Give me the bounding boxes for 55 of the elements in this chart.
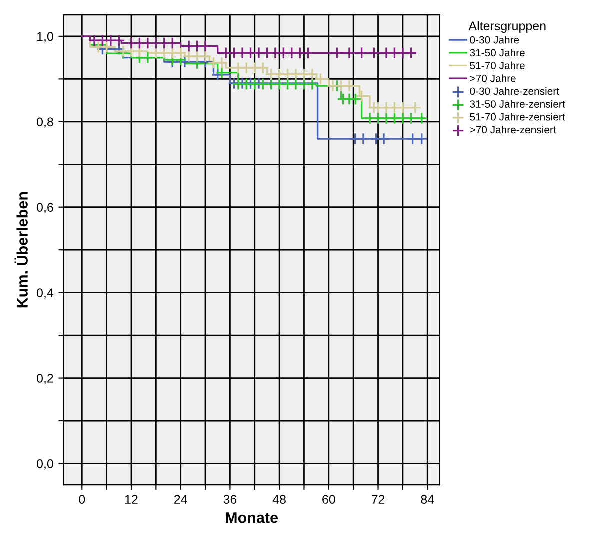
point — [100, 40, 114, 54]
point — [142, 52, 154, 64]
y-tick-label: 0,6 — [37, 203, 54, 214]
point — [314, 72, 327, 86]
point — [368, 46, 380, 60]
point — [356, 90, 368, 102]
legend-label: 51-70 Jahre-zensiert — [470, 113, 566, 121]
x-tick-label: 72 — [372, 495, 385, 504]
point — [343, 46, 356, 60]
point — [396, 102, 410, 114]
x-axis-title: Monate — [226, 512, 278, 524]
point — [216, 66, 228, 79]
point — [416, 112, 428, 125]
point — [416, 132, 428, 146]
y-tick-label: 0,8 — [37, 118, 54, 128]
y-tick-label: 0,4 — [37, 288, 54, 299]
point — [404, 112, 418, 125]
legend-label: >70 Jahre-zensiert — [470, 126, 556, 134]
y-axis-title: Kum. Überleben — [14, 192, 28, 308]
point — [330, 46, 344, 60]
point — [406, 132, 420, 146]
point — [178, 56, 192, 68]
x-tick-label: 60 — [322, 495, 336, 504]
point — [357, 132, 370, 146]
point — [302, 46, 315, 60]
x-tick-label: 84 — [421, 495, 434, 504]
point — [256, 62, 270, 74]
x-tick-label: 24 — [174, 495, 188, 504]
y-tick-label: 1,0 — [37, 32, 54, 43]
point — [349, 93, 362, 106]
point — [199, 40, 212, 52]
point — [199, 50, 212, 63]
point — [216, 56, 228, 70]
y-tick-label: 0,0 — [37, 460, 54, 470]
legend-title: Altersgruppen — [468, 21, 546, 33]
point — [404, 46, 418, 60]
legend-label: 0-30 Jahre-zensiert — [470, 87, 560, 96]
point — [112, 34, 126, 47]
point — [96, 43, 109, 56]
legend-label: 31-50 Jahre — [470, 48, 525, 57]
point — [409, 102, 422, 114]
point — [166, 37, 179, 50]
x-tick-label: 36 — [224, 495, 237, 504]
legend-label: 51-70 Jahre — [470, 62, 525, 70]
point — [174, 46, 188, 60]
point — [378, 132, 390, 146]
point — [306, 78, 319, 91]
x-tick-label: 12 — [125, 495, 138, 504]
legend-label: >70 Jahre — [470, 74, 516, 82]
y-tick-label: 0,2 — [37, 374, 54, 384]
legend-label: 31-50 Jahre-zensiert — [470, 100, 566, 108]
point — [356, 46, 368, 60]
x-tick-label: 0 — [79, 495, 86, 504]
legend-label: 0-30 Jahre — [470, 36, 520, 44]
x-tick-label: 48 — [272, 495, 286, 504]
